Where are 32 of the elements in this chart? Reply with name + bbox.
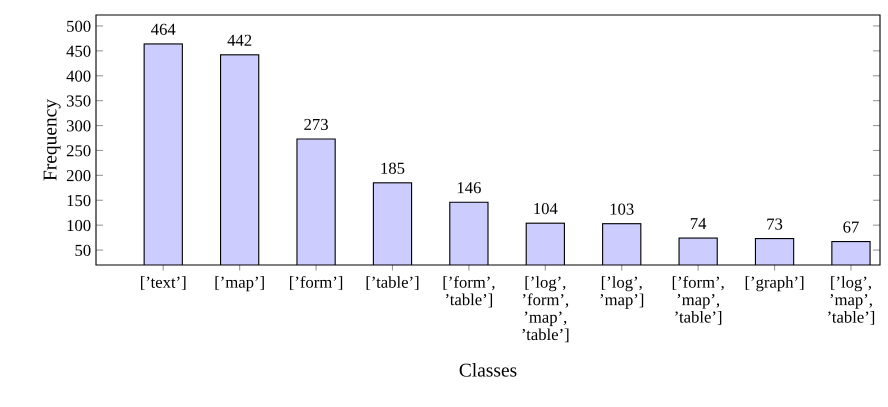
x-tick-label: [’graph’]	[746, 276, 804, 292]
y-tick-label: 100	[68, 220, 91, 232]
x-tick-label: [’form’, ’map’, ’table’]	[672, 276, 724, 325]
data-label: 442	[227, 34, 252, 46]
data-label: 146	[458, 182, 481, 194]
x-tick-label: [’log’, ’form’, ’map’, ’table’]	[522, 276, 568, 342]
y-tick-label: 150	[68, 194, 91, 206]
x-axis-title: Classes	[460, 363, 516, 377]
x-tick-label: [’map’]	[215, 276, 264, 292]
x-tick-label: [’table’]	[366, 276, 418, 290]
data-label: 273	[304, 118, 328, 130]
y-axis-title: Frequency	[44, 99, 61, 180]
y-tick-label: 250	[66, 145, 91, 156]
data-label: 74	[690, 218, 706, 230]
y-tick-label: 300	[66, 120, 91, 132]
y-tick-label: 200	[66, 170, 91, 182]
x-tick-label: [’text’]	[141, 276, 186, 290]
data-label: 73	[767, 218, 782, 230]
data-label: 464	[151, 24, 176, 35]
data-label: 185	[381, 162, 404, 174]
x-tick-label: [’form’]	[290, 276, 342, 290]
x-tick-label: [’log’, ’map’]	[600, 276, 644, 309]
x-tick-label: [’form’, ’table’]	[444, 276, 494, 308]
y-tick-label: 350	[66, 95, 91, 107]
y-tick-label: 450	[66, 46, 91, 57]
data-label: 103	[610, 203, 634, 215]
y-tick-label: 50	[75, 244, 91, 256]
data-label: 67	[843, 221, 859, 233]
y-tick-label: 500	[67, 20, 91, 32]
x-tick-label: [’log’, ’map’, ’table’]	[828, 276, 874, 325]
y-tick-label: 400	[66, 70, 91, 82]
data-label: 104	[534, 202, 558, 214]
